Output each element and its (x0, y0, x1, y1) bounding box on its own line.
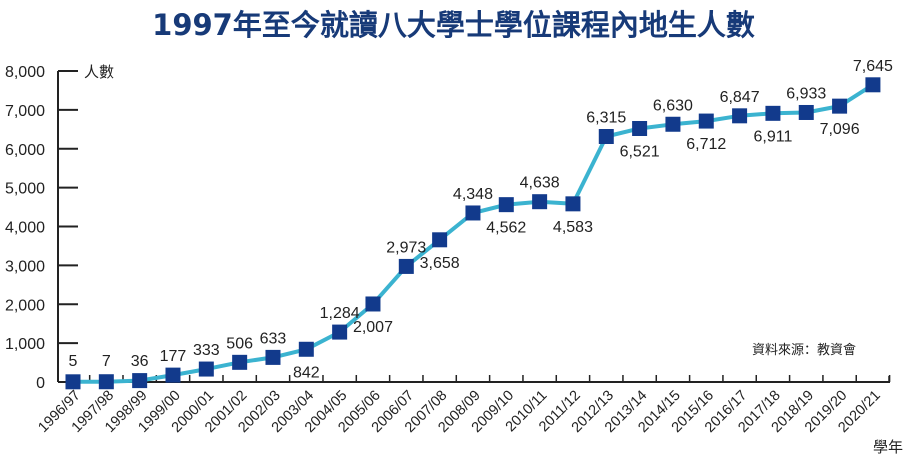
data-point-marker (198, 361, 214, 377)
data-point-marker (365, 296, 381, 312)
data-value-label: 7 (102, 353, 111, 370)
data-point-marker (232, 354, 248, 370)
data-value-label: 4,562 (486, 220, 526, 237)
data-point-marker (765, 105, 781, 121)
data-value-label: 177 (160, 348, 187, 365)
data-value-label: 4,638 (520, 175, 560, 192)
y-tick-label: 5,000 (5, 181, 45, 198)
data-value-label: 36 (131, 353, 149, 370)
data-value-label: 2,007 (353, 319, 393, 336)
data-value-label: 2,973 (386, 239, 426, 256)
data-value-label: 6,933 (786, 85, 826, 102)
data-point-marker (632, 120, 648, 136)
data-value-label: 6,911 (754, 128, 793, 145)
data-value-label: 633 (260, 330, 287, 347)
data-point-marker (532, 194, 548, 210)
data-value-label: 7,645 (853, 58, 893, 75)
source-note: 資料來源：教資會 (752, 342, 856, 358)
axes (57, 71, 890, 383)
data-value-label: 6,712 (686, 136, 726, 153)
data-point-marker (732, 108, 748, 124)
data-point-marker (498, 197, 514, 213)
data-value-label: 6,630 (653, 97, 693, 114)
data-value-label: 333 (193, 342, 220, 359)
data-point-marker (698, 113, 714, 129)
data-point-marker (398, 258, 414, 274)
data-value-label: 6,521 (620, 143, 660, 160)
data-point-marker (465, 205, 481, 221)
data-point-marker (98, 374, 114, 390)
chart-title: 1997年至今就讀八大學士學位課程內地生人數 (152, 8, 755, 42)
y-tick-label: 2,000 (5, 297, 45, 314)
y-tick-label: 8,000 (5, 64, 45, 81)
data-value-label: 842 (293, 364, 320, 381)
data-value-label: 4,348 (453, 186, 493, 203)
data-markers (65, 77, 881, 390)
data-point-marker (598, 129, 614, 145)
x-axis-ticks: 1996/971997/981998/991999/002000/012001/… (35, 375, 891, 436)
data-value-label: 6,847 (720, 89, 760, 106)
data-value-label: 5 (69, 353, 78, 370)
data-point-marker (565, 196, 581, 212)
data-point-marker (165, 367, 181, 383)
data-point-marker (332, 324, 348, 340)
data-point-marker (298, 341, 314, 357)
data-value-label: 4,583 (553, 219, 593, 236)
data-point-marker (265, 349, 281, 365)
y-tick-label: 7,000 (5, 103, 45, 120)
y-tick-label: 4,000 (5, 220, 45, 237)
data-point-marker (432, 232, 448, 248)
data-point-marker (132, 373, 148, 389)
data-value-label: 7,096 (820, 121, 860, 138)
data-point-marker (65, 374, 81, 390)
y-unit-label: 人數 (84, 63, 114, 81)
x-unit-label: 學年 (873, 438, 903, 456)
y-axis-ticks: 0 1,000 2,000 3,000 4,000 5,000 6,000 7,000 8,00… (5, 64, 78, 392)
y-tick-label: 0 (36, 375, 45, 392)
y-tick-label: 6,000 (5, 142, 45, 159)
data-point-marker (865, 77, 881, 93)
data-point-marker (832, 98, 848, 114)
data-value-label: 3,658 (420, 255, 460, 272)
data-value-label: 1,284 (320, 305, 360, 322)
y-tick-label: 3,000 (5, 258, 45, 275)
data-point-marker (798, 104, 814, 120)
data-value-label: 6,315 (586, 110, 626, 127)
data-point-marker (665, 116, 681, 132)
data-value-label: 506 (226, 335, 253, 352)
y-tick-label: 1,000 (5, 336, 45, 353)
